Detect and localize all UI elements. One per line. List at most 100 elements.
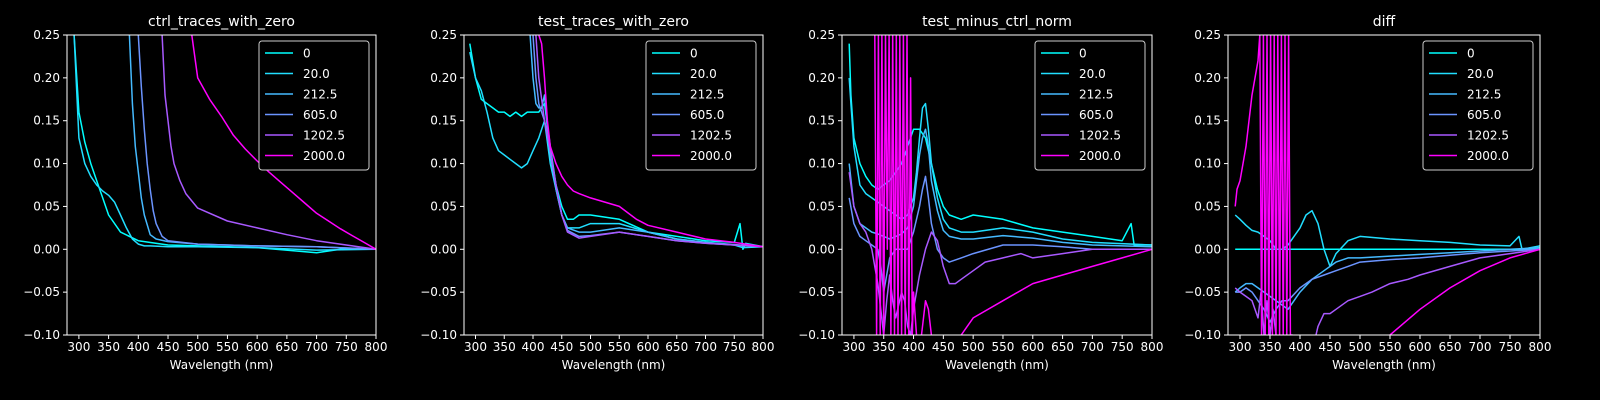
y-tick-label: 0.15 <box>808 114 835 128</box>
legend-entry: 212.5 <box>303 88 337 102</box>
y-tick-label: 0.00 <box>430 242 457 256</box>
legend-entry: 0 <box>1079 47 1087 61</box>
x-tick-label: 600 <box>637 340 660 354</box>
x-tick-label: 550 <box>992 340 1015 354</box>
axes-frame <box>841 34 1153 336</box>
chart-title: ctrl_traces_with_zero <box>148 14 295 30</box>
x-tick-label: 800 <box>1529 340 1552 354</box>
y-tick-label: 0.25 <box>33 28 60 42</box>
x-tick-label: 800 <box>1141 340 1164 354</box>
x-tick-label: 750 <box>1111 340 1134 354</box>
x-tick-label: 700 <box>305 340 328 354</box>
y-tick-label: −0.10 <box>420 328 457 342</box>
x-tick-label: 750 <box>335 340 358 354</box>
series-line-2000.0 <box>1234 35 1540 335</box>
x-tick-label: 650 <box>665 340 688 354</box>
y-tick-label: 0.05 <box>33 199 60 213</box>
chart-panel-4: diff 300 350 400 450 500 550 600 650 700 750 800 −0.… <box>1184 14 1552 372</box>
legend-entry: 2000.0 <box>1079 149 1121 163</box>
series-line-0 <box>848 43 1152 246</box>
x-tick-label: 650 <box>1439 340 1462 354</box>
series-line-1202.5 <box>1234 248 1540 335</box>
plot-area <box>1234 35 1540 335</box>
x-axis-label: Wavelength (nm) <box>170 358 274 372</box>
x-tick-label: 300 <box>842 340 865 354</box>
chart-title: test_traces_with_zero <box>538 14 689 30</box>
chart-title: test_minus_ctrl_norm <box>922 14 1072 30</box>
x-tick-label: 300 <box>1229 340 1252 354</box>
chart-panel-1: ctrl_traces_with_zero 300 350 400 450 500 550 6… <box>23 14 387 372</box>
legend-entry: 0 <box>1467 47 1475 61</box>
x-tick-label: 450 <box>1319 340 1342 354</box>
y-tick-label: 0.15 <box>1194 114 1221 128</box>
x-tick-label: 700 <box>1469 340 1492 354</box>
legend-entry: 1202.5 <box>1079 129 1121 143</box>
series-line-20.0 <box>848 77 1152 246</box>
legend-entry: 1202.5 <box>1467 129 1509 143</box>
series-line-212.5 <box>848 128 1152 248</box>
x-tick-label: 400 <box>902 340 925 354</box>
y-tick-label: −0.05 <box>23 285 60 299</box>
y-tick-label: 0.20 <box>1194 71 1221 85</box>
x-tick-label: 750 <box>1499 340 1522 354</box>
legend-entry: 212.5 <box>690 88 724 102</box>
series-line-1202.5 <box>161 35 376 251</box>
y-tick-label: 0.20 <box>33 71 60 85</box>
x-axis-label: Wavelength (nm) <box>562 358 666 372</box>
x-axis-label: Wavelength (nm) <box>945 358 1049 372</box>
x-tick-label: 800 <box>365 340 388 354</box>
legend-entry: 0 <box>303 47 311 61</box>
legend-entry: 1202.5 <box>690 129 732 143</box>
x-tick-label: 750 <box>723 340 746 354</box>
y-tick-label: 0.05 <box>430 199 457 213</box>
y-tick-label: 0.25 <box>808 28 835 42</box>
x-tick-label: 700 <box>1081 340 1104 354</box>
legend-entry: 605.0 <box>1467 108 1501 122</box>
x-tick-label: 350 <box>97 340 120 354</box>
x-tick-label: 550 <box>1379 340 1402 354</box>
x-tick-label: 550 <box>216 340 239 354</box>
legend-entry: 2000.0 <box>303 149 345 163</box>
x-axis-label: Wavelength (nm) <box>1332 358 1436 372</box>
x-tick-label: 800 <box>752 340 775 354</box>
y-tick-label: 0.25 <box>430 28 457 42</box>
chart-panel-3: test_minus_ctrl_norm 300 350 400 450 500 550 60… <box>798 14 1164 372</box>
x-tick-label: 500 <box>186 340 209 354</box>
x-tick-label: 550 <box>608 340 631 354</box>
x-tick-label: 400 <box>522 340 545 354</box>
legend-entry: 20.0 <box>690 67 717 81</box>
y-tick-label: 0.15 <box>33 114 60 128</box>
series-line-2000.0 <box>538 35 763 248</box>
y-tick-label: −0.05 <box>798 285 835 299</box>
x-tick-label: 350 <box>493 340 516 354</box>
legend-entry: 2000.0 <box>690 149 732 163</box>
legend-entry: 605.0 <box>1079 108 1113 122</box>
y-tick-label: 0.10 <box>430 157 457 171</box>
y-tick-label: −0.10 <box>798 328 835 342</box>
x-tick-label: 350 <box>872 340 895 354</box>
chart-panel-2: test_traces_with_zero 300 350 400 450 500 550 6… <box>420 14 774 372</box>
y-tick-label: 0.15 <box>430 114 457 128</box>
legend-entry: 20.0 <box>1467 67 1494 81</box>
series-line-605.0 <box>1235 248 1540 323</box>
axes-frame <box>463 34 764 336</box>
x-tick-label: 450 <box>550 340 573 354</box>
y-tick-label: 0.20 <box>430 71 457 85</box>
legend: 0 20.0 212.5 605.0 1202.5 2000.0 <box>1422 40 1534 171</box>
axes-frame <box>1227 34 1541 336</box>
plot-area <box>73 35 376 254</box>
x-tick-label: 500 <box>962 340 985 354</box>
x-tick-label: 600 <box>1409 340 1432 354</box>
y-tick-label: 0.25 <box>1194 28 1221 42</box>
y-tick-label: 0.10 <box>33 157 60 171</box>
y-tick-label: 0.00 <box>33 242 60 256</box>
legend-entry: 20.0 <box>1079 67 1106 81</box>
y-tick-label: −0.10 <box>1184 328 1221 342</box>
x-tick-label: 650 <box>1051 340 1074 354</box>
legend-entry: 0 <box>690 47 698 61</box>
x-tick-label: 450 <box>932 340 955 354</box>
legend: 0 20.0 212.5 605.0 1202.5 2000.0 <box>258 40 370 171</box>
y-tick-label: 0.05 <box>1194 199 1221 213</box>
x-tick-label: 350 <box>1259 340 1282 354</box>
